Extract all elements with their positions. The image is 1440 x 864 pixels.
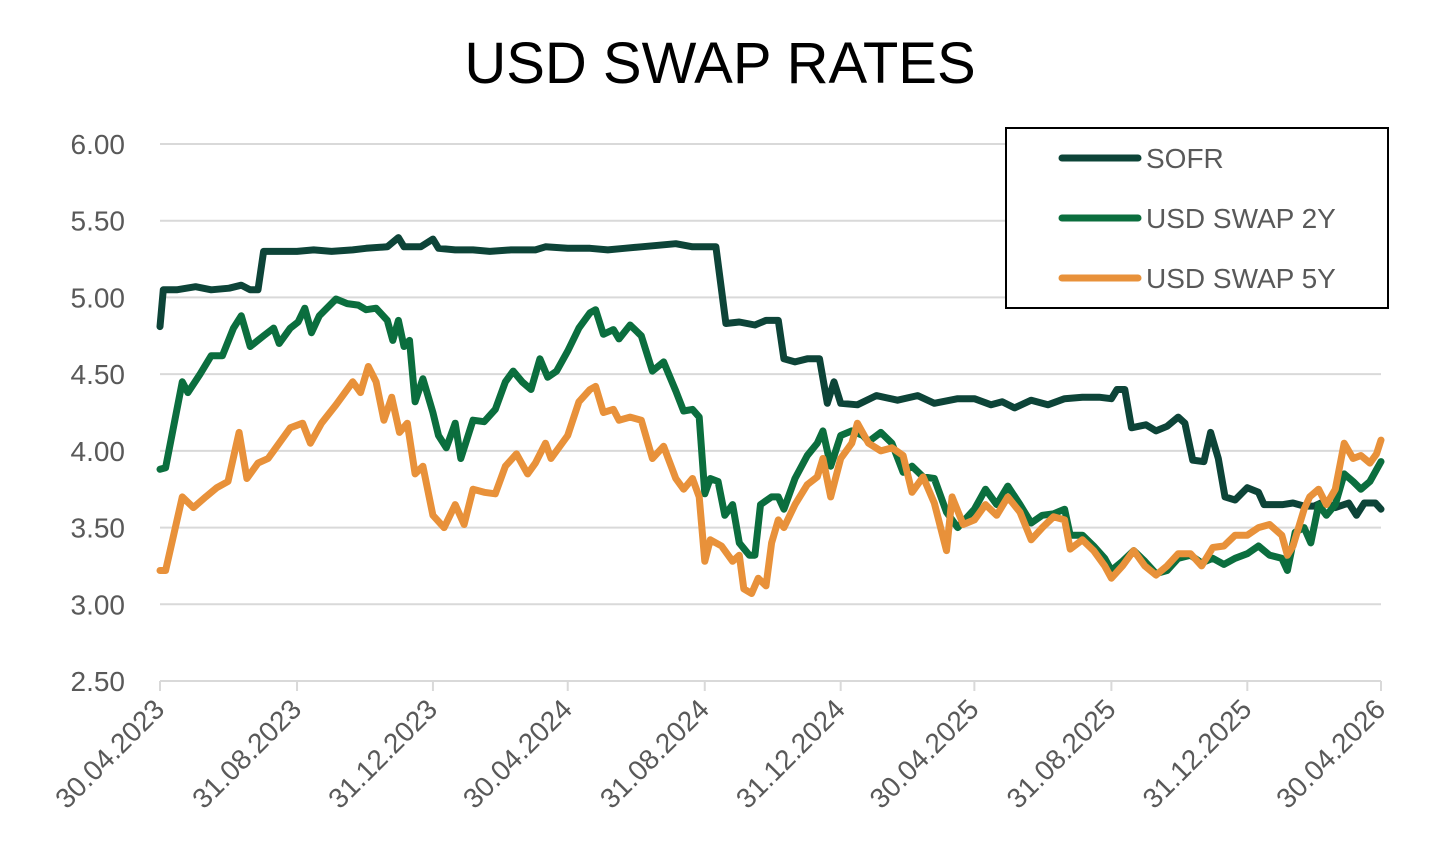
x-tick-label: 30.04.2026 — [1270, 693, 1391, 814]
x-tick-label: 31.08.2023 — [186, 693, 307, 814]
x-tick-label: 31.08.2024 — [594, 693, 715, 814]
series-lines — [156, 234, 1385, 597]
legend-label-usd-swap-2y: USD SWAP 2Y — [1146, 203, 1336, 234]
y-tick-label: 5.50 — [71, 206, 126, 237]
x-tick-label: 31.12.2024 — [730, 693, 851, 814]
series-line-usd-swap-5y — [156, 363, 1385, 597]
x-axis-labels: 30.04.2023 31.08.2023 31.12.2023 30.04.2024… — [49, 693, 1391, 814]
x-axis — [159, 680, 1382, 691]
x-tick-label: 31.12.2025 — [1137, 693, 1258, 814]
chart-title: USD SWAP RATES — [464, 31, 976, 96]
x-tick-label: 30.04.2024 — [457, 693, 578, 814]
y-tick-label: 5.00 — [71, 282, 126, 313]
x-tick-label: 31.12.2023 — [322, 693, 443, 814]
x-tick-label: 30.04.2025 — [864, 693, 985, 814]
y-tick-label: 2.50 — [71, 666, 126, 697]
y-tick-label: 3.50 — [71, 513, 126, 544]
legend-label-usd-swap-5y: USD SWAP 5Y — [1146, 263, 1336, 294]
x-tick-label: 31.08.2025 — [1001, 693, 1122, 814]
series-line-sofr — [156, 234, 1385, 519]
y-axis-labels: 2.50 3.00 3.50 4.00 4.50 5.00 5.50 6.00 — [71, 129, 126, 697]
y-tick-label: 6.00 — [71, 129, 126, 160]
x-tick-label: 30.04.2023 — [49, 693, 170, 814]
y-tick-label: 4.00 — [71, 436, 126, 467]
series-line-usd-swap-2y — [156, 295, 1385, 578]
legend-label-sofr: SOFR — [1146, 143, 1224, 174]
y-tick-label: 3.00 — [71, 589, 126, 620]
legend: SOFR USD SWAP 2Y USD SWAP 5Y — [1005, 127, 1389, 309]
y-tick-label: 4.50 — [71, 359, 126, 390]
